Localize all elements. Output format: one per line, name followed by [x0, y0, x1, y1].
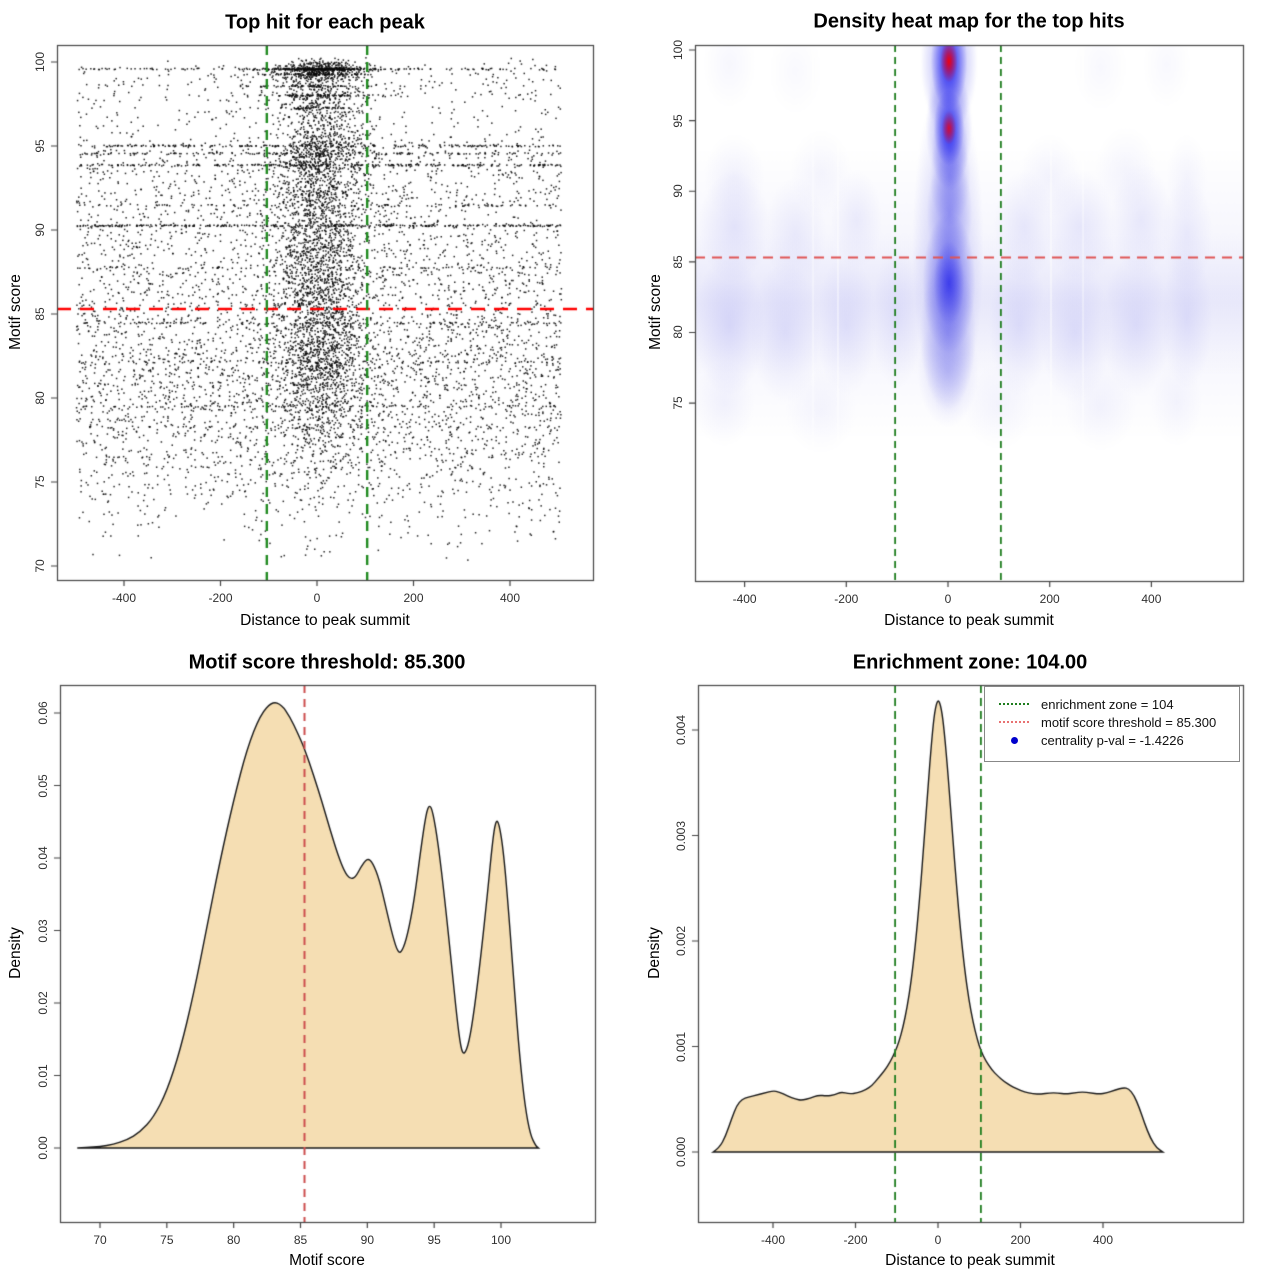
y-tick-label: 75: [671, 396, 685, 410]
x-tick-label: -400: [732, 592, 757, 606]
y-tick-label: 85: [33, 307, 47, 321]
x-tick-label: 0: [944, 592, 952, 606]
legend-label: centrality p-val = -1.4226: [1041, 732, 1184, 748]
y-tick-label: 0.01: [36, 1063, 50, 1088]
y-tick-label: 0.02: [36, 991, 50, 1015]
scatter-title: Top hit for each peak: [225, 11, 425, 34]
x-tick-label: 400: [499, 591, 521, 605]
scatter-xlabel: Distance to peak summit: [240, 612, 410, 629]
score-density-xlabel: Motif score: [289, 1252, 365, 1269]
y-tick-label: 95: [671, 113, 685, 128]
y-tick-label: 95: [33, 139, 47, 153]
y-tick-label: 85: [671, 255, 685, 269]
y-tick-label: 0.003: [674, 820, 688, 851]
x-tick-label: 70: [93, 1233, 107, 1247]
x-tick-label: -400: [111, 591, 137, 605]
y-tick-label: 75: [33, 475, 47, 489]
legend-row-enrichment-zone: enrichment zone = 104: [985, 695, 1239, 713]
x-tick-label: -400: [760, 1233, 786, 1247]
y-tick-label: 90: [33, 223, 47, 237]
y-tick-label: 0.002: [674, 925, 688, 957]
y-tick-label: 90: [671, 184, 685, 198]
y-tick-label: 0.05: [36, 773, 50, 798]
red-dotted-line-swatch: [999, 721, 1029, 723]
x-tick-label: 0: [313, 591, 321, 605]
y-tick-label: 80: [671, 325, 685, 340]
x-tick-label: 100: [490, 1233, 512, 1247]
y-tick-label: 0.06: [36, 701, 50, 725]
y-tick-label: 0.001: [674, 1031, 688, 1062]
y-tick-label: 100: [33, 51, 47, 73]
scatter-ylabel: Motif score: [7, 274, 24, 350]
x-tick-label: 80: [226, 1233, 241, 1247]
legend-row-centrality-pval: centrality p-val = -1.4226: [985, 731, 1239, 749]
y-tick-label: 0.004: [674, 714, 688, 746]
legend-label: enrichment zone = 104: [1041, 696, 1174, 712]
x-tick-label: 90: [360, 1233, 375, 1247]
x-tick-label: 85: [293, 1233, 308, 1247]
distance-density-ylabel: Density: [646, 927, 663, 979]
legend-label: motif score threshold = 85.300: [1041, 714, 1217, 730]
distance-density-xlabel: Distance to peak summit: [885, 1252, 1055, 1269]
x-tick-label: 0: [934, 1233, 942, 1247]
heatmap-xlabel: Distance to peak summit: [884, 612, 1054, 629]
y-tick-label: 70: [33, 559, 47, 573]
green-dotted-line-swatch: [999, 703, 1029, 705]
legend-box: enrichment zone = 104 motif score thresh…: [984, 686, 1240, 762]
x-tick-label: 400: [1092, 1233, 1114, 1247]
distance-density-title: Enrichment zone: 104.00: [852, 651, 1088, 674]
y-tick-label: 0.000: [674, 1136, 688, 1168]
x-tick-label: 200: [1039, 592, 1060, 606]
x-tick-label: 400: [1141, 592, 1162, 606]
y-tick-label: 0.04: [36, 846, 50, 870]
y-tick-label: 80: [33, 391, 47, 405]
heatmap-ylabel: Motif score: [647, 274, 664, 350]
x-tick-label: -200: [834, 592, 859, 606]
y-tick-label: 100: [671, 39, 685, 61]
score-density-title: Motif score threshold: 85.300: [188, 651, 466, 674]
x-tick-label: 200: [1010, 1233, 1031, 1247]
x-tick-label: -200: [843, 1233, 868, 1247]
score-density-ylabel: Density: [7, 927, 24, 979]
x-tick-label: -200: [208, 591, 233, 605]
legend-row-motif-threshold: motif score threshold = 85.300: [985, 713, 1239, 731]
x-tick-label: 200: [403, 591, 424, 605]
x-tick-label: 95: [427, 1233, 441, 1247]
x-tick-label: 75: [160, 1233, 174, 1247]
heatmap-title: Density heat map for the top hits: [813, 10, 1125, 33]
blue-dot-swatch: [999, 736, 1029, 744]
y-tick-label: 0.00: [36, 1136, 50, 1160]
y-tick-label: 0.03: [36, 918, 50, 943]
